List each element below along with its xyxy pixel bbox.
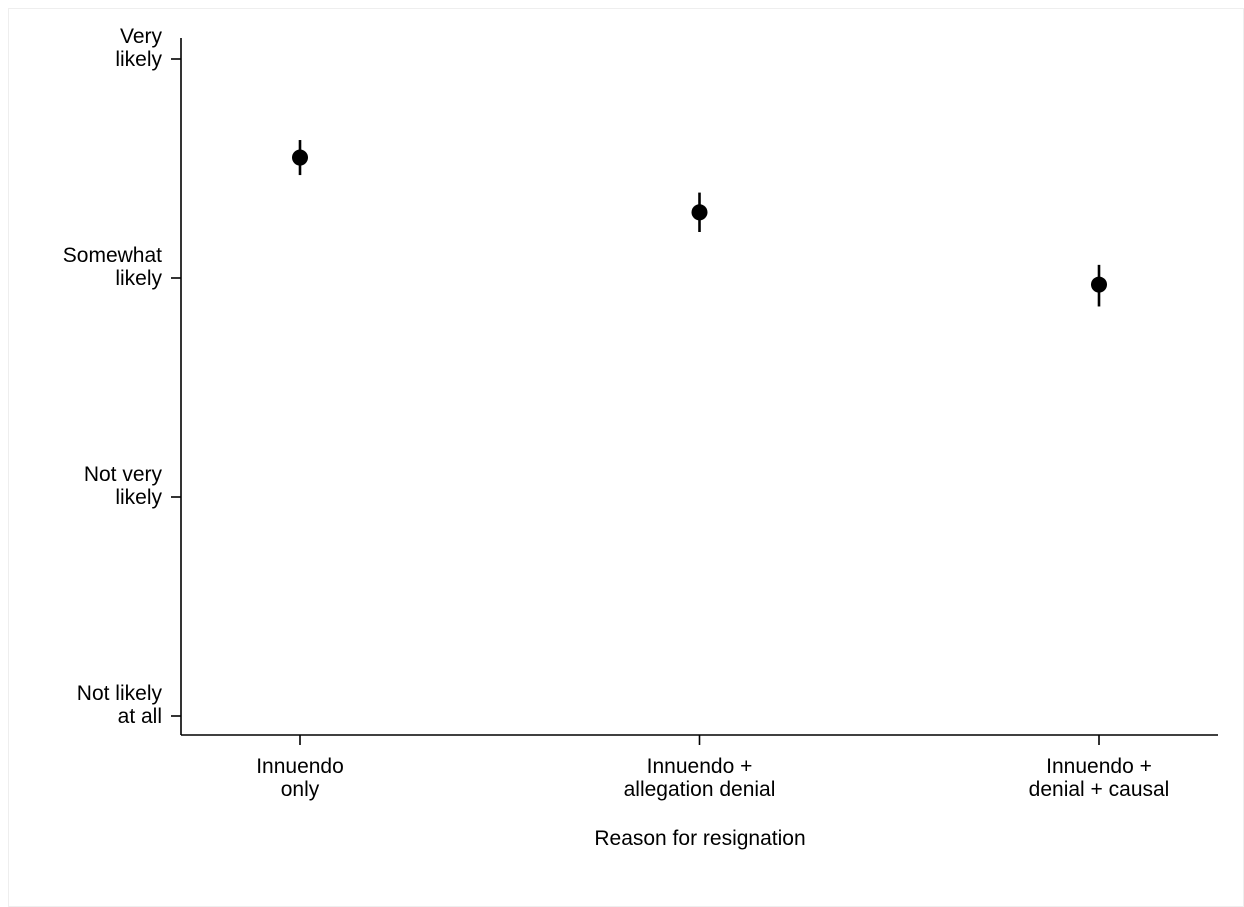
data-point (691, 204, 708, 221)
x-tick-label: only (281, 778, 320, 801)
x-tick-label: Innuendo + (1046, 755, 1152, 778)
x-tick-label: Innuendo (256, 755, 344, 778)
y-tick-label: at all (118, 705, 162, 728)
y-tick-label: Not likely (77, 682, 163, 705)
x-axis-title: Reason for resignation (594, 827, 805, 850)
y-tick-label: Not very (84, 463, 163, 486)
x-tick-label: denial + causal (1029, 778, 1170, 801)
y-tick-label: likely (115, 48, 162, 71)
axes (180, 38, 1218, 736)
y-tick-label: likely (115, 486, 162, 509)
data-point (1091, 276, 1107, 293)
data-point (292, 149, 308, 166)
x-tick-label: allegation denial (624, 778, 776, 801)
data-points (292, 140, 1107, 307)
y-tick-label: Somewhat (63, 244, 162, 267)
y-tick-label: likely (115, 267, 162, 290)
y-tick-label: Very (120, 25, 163, 48)
x-tick-label: Innuendo + (647, 755, 753, 778)
